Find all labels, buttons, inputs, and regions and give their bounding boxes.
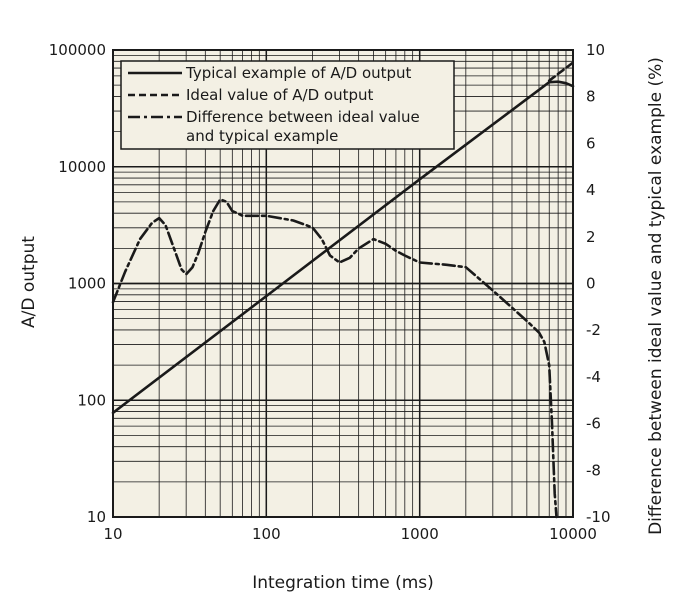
series-layer [111,61,575,519]
y2-tick-label: 6 [586,134,596,152]
y-tick-label: 10 [87,508,106,526]
x-tick-label: 1000 [401,525,439,543]
y-axis-title: A/D output [19,236,39,328]
y2-tick-label: 8 [586,88,596,106]
x-tick-label: 10000 [549,525,597,543]
y-tick-label: 100000 [49,41,106,59]
x-tick-label: 100 [252,525,281,543]
plot-frame [112,49,574,518]
legend-label-typical: Typical example of A/D output [185,64,412,82]
legend-label-ideal: Ideal value of A/D output [186,86,373,104]
y-tick-label: 100 [77,391,106,409]
x-tick-label: 10 [103,525,122,543]
y-tick-label: 1000 [68,275,106,293]
y2-tick-label: -2 [586,321,601,339]
legend-label-difference-cont: and typical example [186,127,338,145]
y2-tick-label: -4 [586,368,601,386]
legend-label-difference: Difference between ideal value [186,108,420,126]
y2-tick-label: 0 [586,275,596,293]
legend-box [120,60,455,150]
legend: Typical example of A/D output Ideal valu… [120,60,455,150]
y2-tick-label: 2 [586,228,596,246]
y-tick-label: 10000 [58,158,106,176]
series-line-2 [547,61,575,82]
y2-axis-title: Difference between ideal value and typic… [646,57,666,535]
y2-tick-label: -8 [586,461,601,479]
tick-labels: 10 100 1000 10000 10 100 1000 10000 100000 10 8 6 4 2… [49,41,611,543]
x-axis-title: Integration time (ms) [252,573,434,593]
series-line-1 [111,80,575,415]
series-line-3 [111,198,558,519]
y2-tick-label: -6 [586,415,601,433]
y2-tick-label: -10 [586,508,611,526]
y2-tick-label: 10 [586,41,605,59]
y2-tick-label: 4 [586,181,596,199]
